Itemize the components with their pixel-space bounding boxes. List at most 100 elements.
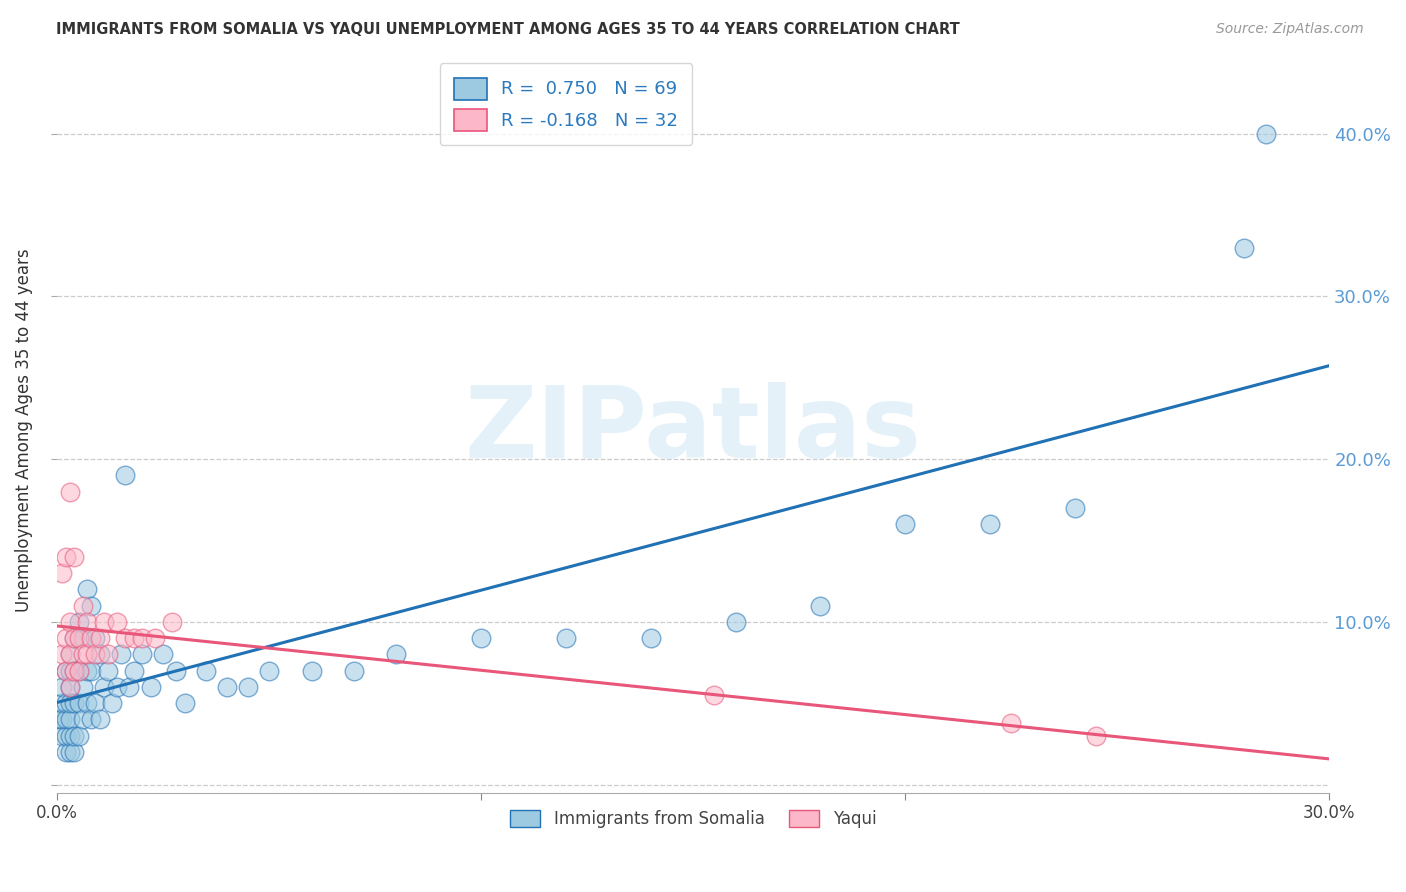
- Y-axis label: Unemployment Among Ages 35 to 44 years: Unemployment Among Ages 35 to 44 years: [15, 249, 32, 613]
- Point: [194, 664, 217, 678]
- Point: [80, 664, 103, 678]
- Point: [67, 696, 90, 710]
- Point: [80, 713, 103, 727]
- Point: [59, 696, 82, 710]
- Point: [114, 468, 136, 483]
- Point: [470, 631, 492, 645]
- Point: [89, 631, 111, 645]
- Point: [51, 696, 73, 710]
- Point: [110, 648, 132, 662]
- Point: [385, 648, 408, 662]
- Point: [67, 615, 90, 629]
- Point: [59, 484, 82, 499]
- Point: [63, 631, 86, 645]
- Point: [131, 631, 153, 645]
- Point: [724, 615, 747, 629]
- Point: [51, 713, 73, 727]
- Point: [72, 680, 94, 694]
- Point: [160, 615, 183, 629]
- Point: [51, 729, 73, 743]
- Point: [48, 713, 70, 727]
- Point: [105, 615, 128, 629]
- Point: [301, 664, 323, 678]
- Point: [165, 664, 187, 678]
- Point: [259, 664, 281, 678]
- Point: [640, 631, 662, 645]
- Point: [55, 696, 77, 710]
- Point: [55, 729, 77, 743]
- Point: [1254, 127, 1277, 141]
- Point: [67, 729, 90, 743]
- Point: [76, 615, 98, 629]
- Point: [122, 631, 145, 645]
- Point: [72, 631, 94, 645]
- Point: [59, 648, 82, 662]
- Point: [84, 648, 107, 662]
- Point: [118, 680, 141, 694]
- Point: [59, 729, 82, 743]
- Point: [236, 680, 259, 694]
- Point: [80, 599, 103, 613]
- Point: [173, 696, 195, 710]
- Point: [55, 713, 77, 727]
- Point: [343, 664, 366, 678]
- Point: [1085, 729, 1108, 743]
- Point: [555, 631, 578, 645]
- Point: [703, 688, 725, 702]
- Point: [894, 517, 917, 532]
- Point: [72, 648, 94, 662]
- Point: [63, 696, 86, 710]
- Point: [76, 696, 98, 710]
- Point: [143, 631, 166, 645]
- Point: [1233, 240, 1256, 254]
- Point: [1000, 715, 1022, 730]
- Point: [80, 631, 103, 645]
- Legend: Immigrants from Somalia, Yaqui: Immigrants from Somalia, Yaqui: [503, 804, 883, 835]
- Point: [67, 664, 90, 678]
- Point: [979, 517, 1001, 532]
- Point: [810, 599, 832, 613]
- Point: [105, 680, 128, 694]
- Point: [59, 648, 82, 662]
- Point: [97, 664, 120, 678]
- Point: [67, 664, 90, 678]
- Point: [59, 745, 82, 759]
- Point: [63, 631, 86, 645]
- Point: [101, 696, 124, 710]
- Text: ZIPatlas: ZIPatlas: [465, 382, 922, 479]
- Point: [76, 664, 98, 678]
- Point: [59, 713, 82, 727]
- Point: [84, 631, 107, 645]
- Point: [89, 648, 111, 662]
- Point: [84, 696, 107, 710]
- Point: [89, 713, 111, 727]
- Text: Source: ZipAtlas.com: Source: ZipAtlas.com: [1216, 22, 1364, 37]
- Point: [215, 680, 238, 694]
- Point: [63, 549, 86, 564]
- Point: [55, 664, 77, 678]
- Point: [59, 615, 82, 629]
- Point: [93, 680, 115, 694]
- Point: [55, 631, 77, 645]
- Point: [63, 664, 86, 678]
- Point: [152, 648, 174, 662]
- Point: [131, 648, 153, 662]
- Point: [76, 648, 98, 662]
- Point: [93, 615, 115, 629]
- Point: [63, 745, 86, 759]
- Point: [122, 664, 145, 678]
- Point: [1063, 500, 1085, 515]
- Point: [76, 582, 98, 597]
- Point: [72, 713, 94, 727]
- Point: [55, 664, 77, 678]
- Point: [97, 648, 120, 662]
- Point: [55, 745, 77, 759]
- Point: [59, 680, 82, 694]
- Point: [67, 631, 90, 645]
- Point: [72, 599, 94, 613]
- Point: [63, 729, 86, 743]
- Point: [59, 680, 82, 694]
- Point: [55, 549, 77, 564]
- Point: [63, 664, 86, 678]
- Point: [59, 664, 82, 678]
